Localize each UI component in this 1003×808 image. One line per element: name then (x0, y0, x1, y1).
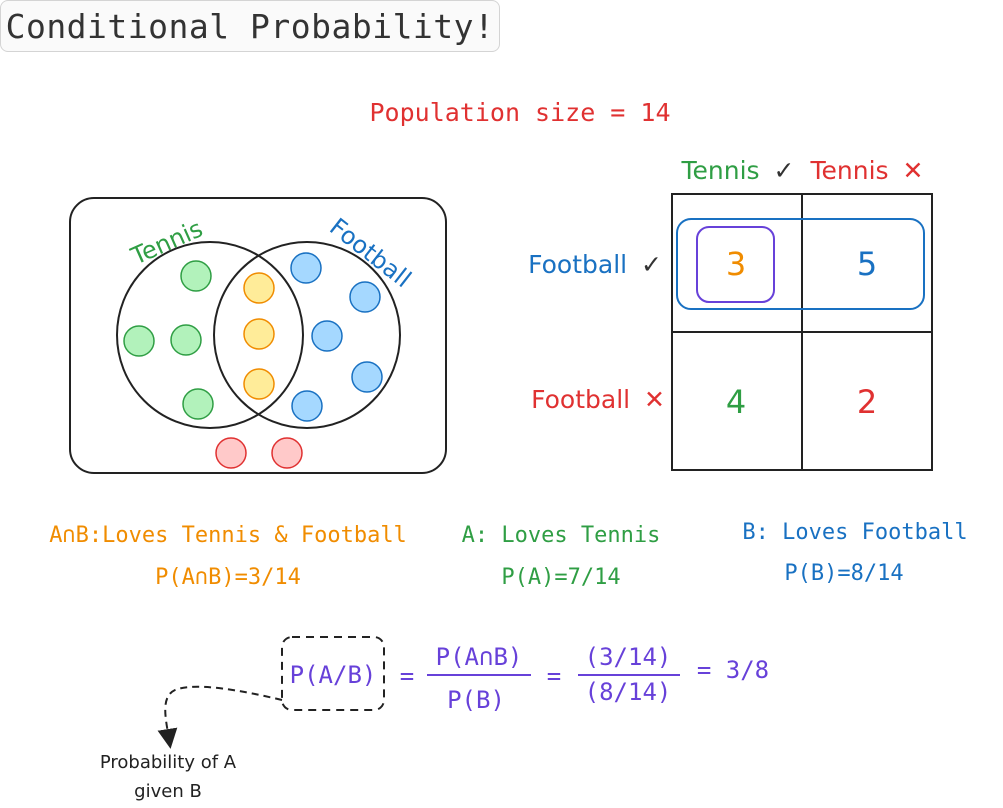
check-icon: ✓ (774, 156, 795, 185)
cross-icon: ✕ (903, 156, 924, 185)
row-header-football-no: Football ✕ (531, 385, 665, 414)
football-row-highlight (676, 218, 925, 310)
page-title: Conditional Probability! (5, 6, 495, 46)
title-box: Conditional Probability! (0, 0, 500, 52)
formula-equals-1: = (400, 662, 414, 690)
def-tennis-label: A: Loves Tennis (462, 523, 661, 548)
both-member-dot (243, 318, 275, 350)
cell-nofootball-tennis: 4 (726, 383, 746, 421)
def-football-prob: P(B)=8/14 (784, 561, 903, 586)
venn-diagram: Tennis Football (69, 197, 447, 474)
col-header-tennis-no: Tennis ✕ (810, 156, 924, 185)
football-set-circle (213, 241, 401, 429)
row-header-football-yes: Football ✓ (528, 250, 662, 279)
col-header-tennis-yes: Tennis ✓ (681, 156, 795, 185)
annotation-line-2: given B (134, 781, 202, 802)
tennis-set-circle (116, 241, 304, 429)
frac1-numerator: P(A∩B) (436, 643, 523, 671)
cell-football-tennis: 3 (726, 245, 746, 283)
frac1-denominator: P(B) (447, 686, 505, 714)
tennis-member-dot (170, 324, 202, 356)
universe-box (69, 197, 447, 474)
contingency-table: Tennis ✓ Tennis ✕ Football ✓ Football ✕ … (528, 156, 933, 471)
def-tennis-prob: P(A)=7/14 (501, 565, 620, 590)
frac2-numerator: (3/14) (585, 643, 672, 671)
football-member-dot (311, 320, 343, 352)
football-member-dot (351, 361, 383, 393)
def-intersection-label: A∩B:Loves Tennis & Football (49, 523, 407, 548)
def-intersection-prob: P(A∩B)=3/14 (155, 565, 301, 590)
cross-icon: ✕ (644, 385, 665, 414)
col-header-tennis-yes-text: Tennis (681, 156, 760, 185)
def-football-label: B: Loves Football (742, 520, 967, 545)
check-icon: ✓ (641, 250, 662, 279)
football-set-label: Football (324, 213, 416, 294)
tennis-member-dot (180, 260, 212, 292)
formula-lhs: P(A/B) (290, 661, 377, 689)
tennis-member-dot (123, 325, 155, 357)
venn-dots (123, 252, 383, 469)
neither-member-dot (215, 437, 247, 469)
cell-football-notennis: 5 (857, 245, 877, 283)
row-header-football-no-text: Football (531, 385, 630, 414)
annotation-arrow (157, 685, 283, 749)
frac2-denominator: (8/14) (585, 678, 672, 706)
population-label: Population size = 14 (369, 98, 670, 127)
football-member-dot (290, 252, 322, 284)
both-member-dot (243, 272, 275, 304)
both-member-dot (243, 368, 275, 400)
annotation-line-1: Probability of A (100, 752, 237, 773)
intersection-cell-highlight (696, 226, 775, 303)
formula-equals-2: = (547, 662, 561, 690)
football-member-dot (291, 390, 323, 422)
formula-result: = 3/8 (697, 656, 769, 684)
tennis-member-dot (182, 388, 214, 420)
cell-nofootball-notennis: 2 (857, 383, 877, 421)
football-member-dot (349, 281, 381, 313)
neither-member-dot (271, 437, 303, 469)
definitions: A∩B:Loves Tennis & Football P(A∩B)=3/14 … (49, 520, 967, 590)
row-header-football-yes-text: Football (528, 250, 627, 279)
formula: P(A/B) = P(A∩B) P(B) = (3/14) (8/14) = 3… (281, 636, 769, 714)
col-header-tennis-no-text: Tennis (810, 156, 889, 185)
